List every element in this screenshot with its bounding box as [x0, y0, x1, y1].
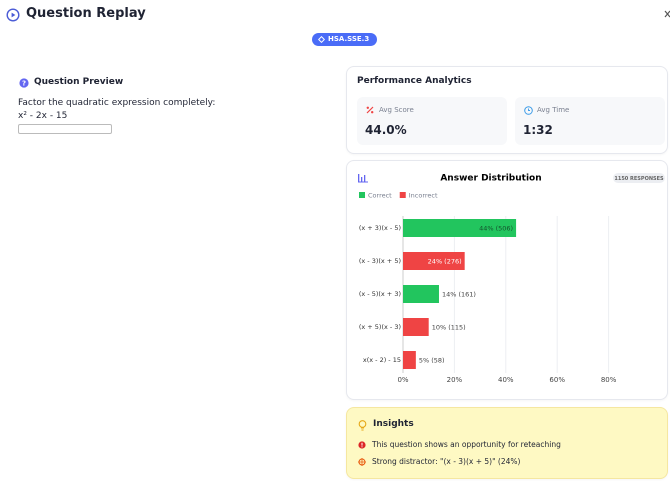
alert-icon — [358, 441, 366, 449]
distribution-card: Answer Distribution 1150 RESPONSES Corre… — [346, 160, 668, 400]
y-tick-label: (x + 5)(x - 3) — [359, 323, 401, 331]
bar-label: 44% (506) — [479, 225, 513, 233]
bar — [403, 318, 429, 336]
x-tick-label: 80% — [601, 376, 617, 384]
legend-label: Incorrect — [409, 192, 438, 200]
y-tick-label: x(x - 2) - 15 — [363, 356, 401, 364]
bar — [403, 219, 517, 237]
close-button[interactable] — [664, 9, 670, 19]
page-title: Question Replay — [26, 6, 146, 21]
stat-label: Avg Time — [537, 106, 570, 114]
y-tick-label: (x - 5)(x + 3) — [359, 290, 401, 298]
tag-icon — [318, 36, 325, 43]
help-icon: ? — [19, 78, 29, 88]
stat-value: 44.0% — [365, 123, 407, 137]
analytics-card: Performance Analytics Avg Score 44.0% Av… — [346, 66, 668, 154]
y-tick-label: (x - 3)(x + 5) — [359, 257, 401, 265]
avg-score-box: Avg Score 44.0% — [357, 97, 507, 145]
analytics-title: Performance Analytics — [357, 76, 472, 86]
question-expression: x² - 2x - 15 — [18, 111, 68, 121]
tag-text: HSA.SSE.3 — [328, 35, 370, 43]
clock-icon — [524, 106, 533, 115]
legend-swatch — [359, 192, 365, 198]
y-tick-label: (x + 3)(x - 5) — [359, 224, 401, 232]
insights-title: Insights — [373, 419, 414, 429]
distribution-chart: Answer Distribution 1150 RESPONSES Corre… — [358, 173, 665, 384]
legend-label: Correct — [368, 192, 392, 200]
x-tick-label: 0% — [397, 376, 408, 384]
answer-input[interactable] — [18, 124, 112, 134]
responses-badge: 1150 RESPONSES — [614, 176, 664, 182]
bulb-icon — [358, 420, 367, 431]
x-tick-label: 60% — [549, 376, 565, 384]
distribution-title: Answer Distribution — [440, 174, 541, 184]
legend-swatch — [399, 192, 406, 198]
bar-label: 14% (161) — [442, 291, 476, 299]
bar — [403, 351, 416, 369]
bar-label: 10% (115) — [432, 324, 466, 332]
insight-item: Strong distractor: "(x - 3)(x + 5)" (24%… — [372, 457, 521, 466]
x-tick-label: 40% — [498, 376, 514, 384]
chart-icon — [358, 174, 368, 183]
bar-label: 24% (276) — [428, 258, 462, 266]
standard-tag[interactable]: HSA.SSE.3 — [312, 33, 378, 46]
target-icon — [358, 458, 366, 466]
stat-label: Avg Score — [379, 106, 414, 114]
stat-value: 1:32 — [523, 123, 553, 137]
replay-icon — [6, 8, 20, 22]
preview-title: Question Preview — [34, 77, 124, 87]
bar-label: 5% (58) — [419, 357, 445, 365]
avg-time-box: Avg Time 1:32 — [515, 97, 665, 145]
bar — [403, 252, 465, 270]
insights-card: Insights This question shows an opportun… — [346, 407, 668, 479]
badge — [613, 173, 665, 183]
question-prompt: Factor the quadratic expression complete… — [18, 98, 216, 108]
percent-icon — [366, 106, 374, 114]
svg-text:?: ? — [22, 80, 26, 88]
x-tick-label: 20% — [447, 376, 463, 384]
bar — [403, 285, 439, 303]
insight-item: This question shows an opportunity for r… — [372, 440, 561, 449]
